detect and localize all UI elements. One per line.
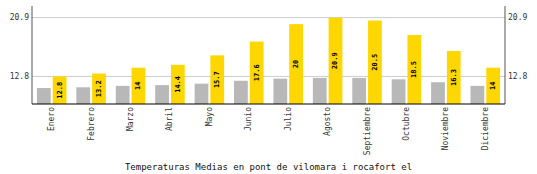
y2-tick-label: 20.9 <box>508 13 527 22</box>
chart-container: 12.8 13.2 14 14.4 15.7 17.6 20 20.9 20.5 18.5 16.3… <box>0 0 537 174</box>
x-tick-label: Febrero <box>87 107 96 141</box>
bar <box>250 42 264 104</box>
data-label: 15.7 <box>213 71 221 88</box>
y-axis-line <box>32 6 33 104</box>
data-label: 17.6 <box>253 64 261 81</box>
data-label: 16.3 <box>450 69 458 86</box>
data-label: 18.5 <box>410 61 418 78</box>
x-tick-label: Diciembre <box>481 107 490 151</box>
x-tick-label: Septiembre <box>363 107 372 155</box>
data-label: 20.9 <box>332 52 340 69</box>
y-tick-label: 12.8 <box>10 72 29 81</box>
data-label: 13.2 <box>95 80 103 97</box>
bar <box>76 87 90 104</box>
x-tick-label: Enero <box>47 107 56 131</box>
bar <box>329 18 343 104</box>
y-tick-label: 20.9 <box>10 13 29 22</box>
bars <box>37 18 500 104</box>
x-tick-label: Noviembre <box>441 107 450 151</box>
bar <box>447 51 461 104</box>
x-axis-line <box>32 103 505 104</box>
x-tick-label: Mayo <box>205 107 214 126</box>
bar <box>289 24 303 104</box>
bar <box>234 81 248 104</box>
bar <box>155 85 169 104</box>
bar <box>431 82 445 104</box>
x-tick-label: Abril <box>165 107 174 131</box>
grid-line <box>32 17 505 18</box>
x-tick-label: Octubre <box>402 107 411 141</box>
x-tick-label: Junio <box>244 107 253 131</box>
x-tick-label: Agosto <box>323 107 332 136</box>
bar <box>471 86 485 104</box>
chart-svg: 12.8 13.2 14 14.4 15.7 17.6 20 20.9 20.5 18.5 16.3… <box>0 0 537 174</box>
bar <box>407 35 421 104</box>
x-tick-label: Marzo <box>126 107 135 131</box>
bar <box>132 68 146 104</box>
bar <box>486 68 500 104</box>
bar <box>392 79 406 104</box>
bar <box>37 88 51 104</box>
data-label: 14 <box>134 82 142 90</box>
bar <box>273 79 287 104</box>
bar <box>368 21 382 104</box>
bar <box>53 76 67 104</box>
data-label: 12.8 <box>56 82 64 99</box>
bar <box>92 74 106 104</box>
y2-axis-line <box>505 6 506 104</box>
bar <box>352 78 366 104</box>
title: Temperaturas Medias en pont de vilomara … <box>125 162 412 172</box>
data-label: 20.5 <box>371 54 379 71</box>
bar <box>195 84 209 104</box>
bar <box>116 86 130 104</box>
data-label: 14.4 <box>174 76 182 93</box>
y2-tick-label: 12.8 <box>508 72 527 81</box>
bar <box>171 65 185 104</box>
bar <box>210 55 224 104</box>
x-tick-label: Julio <box>284 107 293 131</box>
data-label: 20 <box>292 60 300 68</box>
bar <box>313 78 327 104</box>
data-label: 14 <box>489 82 497 90</box>
